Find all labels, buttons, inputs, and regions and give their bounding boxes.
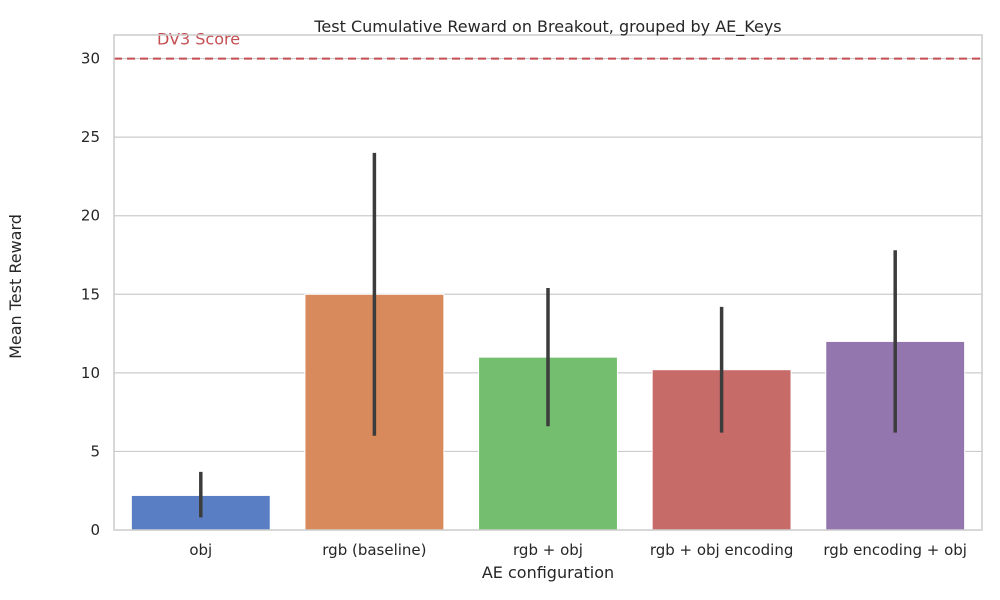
y-tick-label: 10 [81, 364, 100, 382]
chart-title: Test Cumulative Reward on Breakout, grou… [313, 17, 781, 37]
y-tick-label: 30 [81, 50, 100, 68]
y-axis-label: Mean Test Reward [6, 214, 25, 359]
x-axis-label: AE configuration [482, 563, 614, 582]
x-tick-label: rgb + obj encoding [650, 541, 794, 559]
x-tick-label: rgb + obj [513, 541, 583, 559]
y-tick-label: 15 [81, 285, 100, 303]
x-tick-label: rgb encoding + obj [823, 541, 967, 559]
x-tick-label: obj [189, 541, 212, 559]
plot-frame [113, 34, 983, 531]
y-tick-label: 20 [81, 207, 100, 225]
y-tick-labels: 0 5 10 15 20 25 30 [81, 50, 100, 539]
x-tick-labels: obj rgb (baseline) rgb + obj rgb + obj enco… [189, 541, 967, 559]
y-tick-label: 25 [81, 128, 100, 146]
y-tick-label: 5 [90, 442, 100, 460]
error-bars [199, 152, 897, 518]
y-tick-label: 0 [90, 521, 100, 539]
reference-line-label: DV3 Score [157, 30, 240, 49]
x-tick-label: rgb (baseline) [322, 541, 426, 559]
